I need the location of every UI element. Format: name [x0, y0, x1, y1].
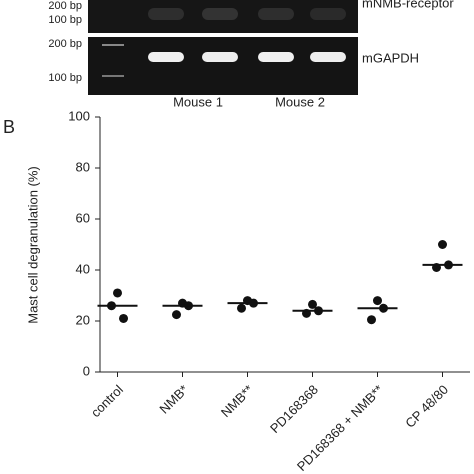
gene-label: mNMB-receptor: [362, 0, 454, 10]
y-tick-label: 20: [76, 312, 90, 327]
band: [148, 52, 184, 62]
band: [148, 8, 184, 20]
gene-label: mGAPDH: [362, 50, 419, 65]
ladder: [102, 75, 124, 77]
size-label: 200 bp: [48, 38, 82, 50]
dot: [373, 296, 382, 306]
size-label: 100 bp: [48, 72, 82, 84]
band: [258, 8, 294, 20]
y-tick-label: 0: [83, 363, 90, 378]
y-tick-label: 60: [76, 210, 90, 225]
y-tick-label: 80: [76, 159, 90, 174]
dot: [113, 288, 122, 298]
dot: [119, 313, 128, 323]
y-axis-label: Mast cell degranulation (%): [25, 166, 40, 324]
dot: [308, 299, 317, 309]
mouse-label: Mouse 2: [275, 94, 325, 109]
dot: [367, 315, 376, 325]
size-label: 200 bp: [48, 0, 82, 12]
y-tick-label: 40: [76, 261, 90, 276]
band: [310, 52, 346, 62]
size-label: 100 bp: [48, 14, 82, 26]
dot: [438, 240, 447, 249]
band: [202, 8, 238, 20]
dot: [237, 303, 246, 313]
band: [258, 52, 294, 62]
dot: [172, 310, 181, 320]
band: [310, 8, 346, 20]
y-tick-label: 100: [68, 108, 90, 123]
panel-label: B: [3, 117, 15, 137]
gel-bottom: [88, 37, 358, 95]
band: [202, 52, 238, 62]
mouse-label: Mouse 1: [173, 94, 223, 109]
ladder: [102, 44, 124, 46]
